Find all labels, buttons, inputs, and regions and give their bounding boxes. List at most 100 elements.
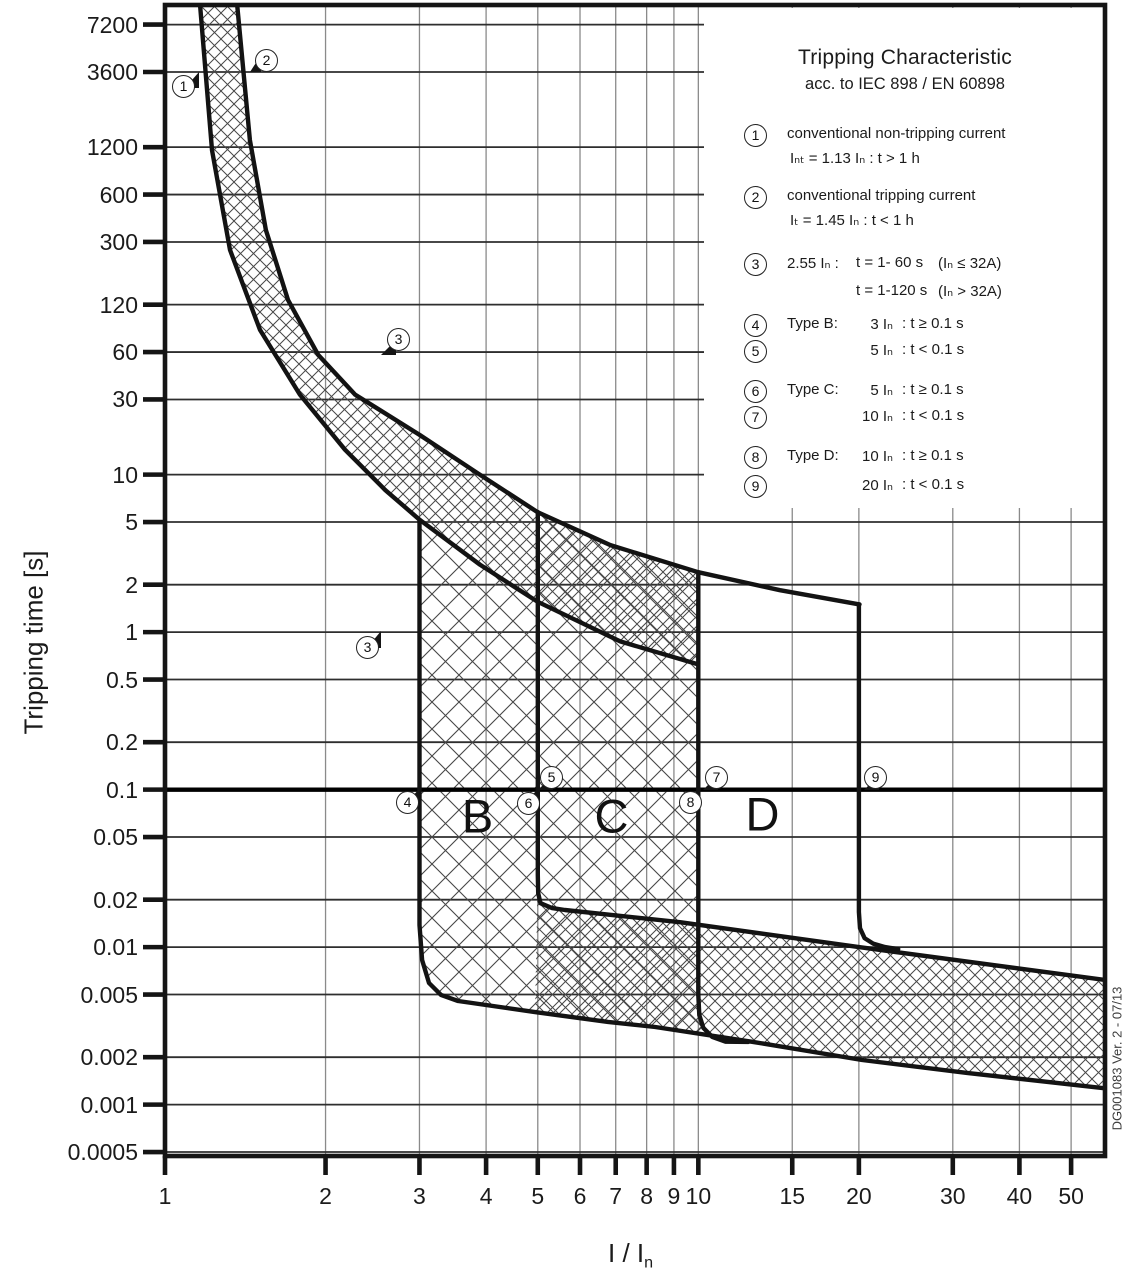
y-tick-label: 0.5 <box>106 666 138 693</box>
y-tick-label: 10 <box>112 461 138 488</box>
legend-item-text: 5 Iₙ <box>870 342 893 359</box>
y-tick-label: 300 <box>99 228 138 255</box>
y-tick-label: 7200 <box>86 11 138 38</box>
curve-marker-number: 9 <box>864 766 887 789</box>
document-id-watermark: DG001083 Ver. 2 - 07/13 <box>1109 986 1125 1131</box>
legend-item-text: conventional non-tripping current <box>787 125 1006 142</box>
y-tick-label: 5 <box>125 509 138 536</box>
legend-item-text: Iₜ = 1.45 Iₙ : t < 1 h <box>790 212 914 229</box>
y-tick-label: 600 <box>99 181 138 208</box>
legend-item-text: conventional tripping current <box>787 187 976 204</box>
legend-item-text: : t < 0.1 s <box>902 407 965 424</box>
y-tick-label: 1 <box>125 619 138 646</box>
y-tick-label: 3600 <box>86 59 138 85</box>
x-tick-label: 4 <box>479 1183 493 1209</box>
y-tick-label: 0.02 <box>93 886 138 913</box>
tripping-curve <box>696 570 751 1045</box>
tripping-curve <box>417 517 1105 1091</box>
curve-marker-number: 1 <box>172 75 195 98</box>
x-tick-label: 8 <box>640 1183 654 1209</box>
y-tick-label: 0.005 <box>80 981 138 1008</box>
legend-item-text: (Iₙ > 32A) <box>938 283 1002 300</box>
y-tick-label: 2 <box>125 571 138 598</box>
legend-title: Tripping Characteristic <box>798 46 1012 69</box>
x-tick-label: 3 <box>413 1183 426 1209</box>
y-axis-title: Tripping time [s] <box>18 550 49 735</box>
region-label-b: B <box>461 789 495 843</box>
y-tick-label: 120 <box>99 291 138 318</box>
tripping-curve <box>535 509 1105 983</box>
legend-item-text: 3 Iₙ <box>870 316 893 333</box>
x-tick-label: 1 <box>158 1183 172 1209</box>
x-tick-label: 2 <box>319 1183 332 1209</box>
legend-item-text: : t < 0.1 s <box>902 476 965 493</box>
x-tick-label: 7 <box>609 1183 623 1209</box>
legend-item-text: Type B: <box>787 315 838 332</box>
y-tick-label: 1200 <box>86 134 138 161</box>
legend-item-text: : t ≥ 0.1 s <box>902 447 964 464</box>
curve-marker-number: 7 <box>705 766 728 789</box>
legend-item-number: 1 <box>744 124 767 147</box>
y-tick-label: 0.2 <box>106 729 138 756</box>
y-tick-label: 0.002 <box>80 1044 138 1071</box>
hatch-region-wide <box>419 519 538 1013</box>
legend-item-number: 3 <box>744 253 767 276</box>
legend-item-text: : t < 0.1 s <box>902 341 965 358</box>
legend-item-text: : t ≥ 0.1 s <box>902 381 964 398</box>
y-tick-label: 30 <box>112 386 138 413</box>
tripping-curve <box>197 5 701 667</box>
legend-item-text: (Iₙ ≤ 32A) <box>938 255 1002 272</box>
x-tick-label: 15 <box>779 1183 806 1209</box>
legend-item-number: 7 <box>744 406 767 429</box>
x-tick-label: 30 <box>939 1183 966 1209</box>
legend-background-mask <box>704 8 1103 508</box>
x-tick-label: 40 <box>1006 1183 1033 1209</box>
y-tick-label: 0.05 <box>93 824 138 851</box>
x-tick-label: 6 <box>573 1183 587 1209</box>
legend-item-text: Iₙₜ = 1.13 Iₙ : t > 1 h <box>790 150 920 167</box>
legend-item-text: Type C: <box>787 381 839 398</box>
x-tick-label: 20 <box>846 1183 872 1209</box>
legend-item-text: 20 Iₙ <box>862 477 893 494</box>
tripping-curve <box>856 602 901 952</box>
region-label-c: C <box>594 789 630 843</box>
hatch-region-fine <box>535 875 1105 1089</box>
legend-item-number: 2 <box>744 186 767 209</box>
curve-marker-number: 6 <box>517 792 540 815</box>
y-tick-label: 0.0005 <box>67 1139 138 1166</box>
x-tick-label: 9 <box>667 1183 681 1209</box>
x-tick-label: 50 <box>1058 1183 1084 1209</box>
legend-item-text: t = 1- 60 s <box>856 254 924 271</box>
x-tick-label: 5 <box>531 1183 545 1209</box>
curve-marker-number: 3 <box>356 636 379 659</box>
legend-item-text: : t ≥ 0.1 s <box>902 315 964 332</box>
plot-area <box>165 5 1105 1156</box>
legend-subtitle: acc. to IEC 898 / EN 60898 <box>805 75 1005 93</box>
legend-item-number: 8 <box>744 446 767 469</box>
legend-item-number: 6 <box>744 380 767 403</box>
plot-frame <box>162 2 1108 1159</box>
legend-item-number: 5 <box>744 340 767 363</box>
region-label-d: D <box>745 787 781 841</box>
legend-item-text: 10 Iₙ <box>862 448 893 465</box>
legend-item-text: 5 Iₙ <box>870 382 893 399</box>
curve-marker-number: 4 <box>396 791 419 814</box>
curve-marker-number: 5 <box>540 766 563 789</box>
curve-marker-number: 2 <box>255 49 278 72</box>
legend-item-number: 4 <box>744 314 767 337</box>
curve-marker-number: 8 <box>679 791 702 814</box>
curve-marker-number: 3 <box>387 328 410 351</box>
legend-item-text: 2.55 Iₙ : <box>787 255 839 272</box>
x-tick-label: 10 <box>685 1183 712 1209</box>
hatch-region-wide <box>537 512 749 1042</box>
y-tick-label: 0.01 <box>93 934 138 961</box>
legend-item-text: Type D: <box>787 447 839 464</box>
y-tick-label: 0.1 <box>106 776 138 803</box>
legend-item-number: 9 <box>744 475 767 498</box>
legend-item-text: 10 Iₙ <box>862 408 893 425</box>
x-axis-title: I / In <box>608 1238 654 1272</box>
y-tick-label: 0.001 <box>80 1091 138 1118</box>
legend-item-text: t = 1-120 s <box>856 282 928 299</box>
